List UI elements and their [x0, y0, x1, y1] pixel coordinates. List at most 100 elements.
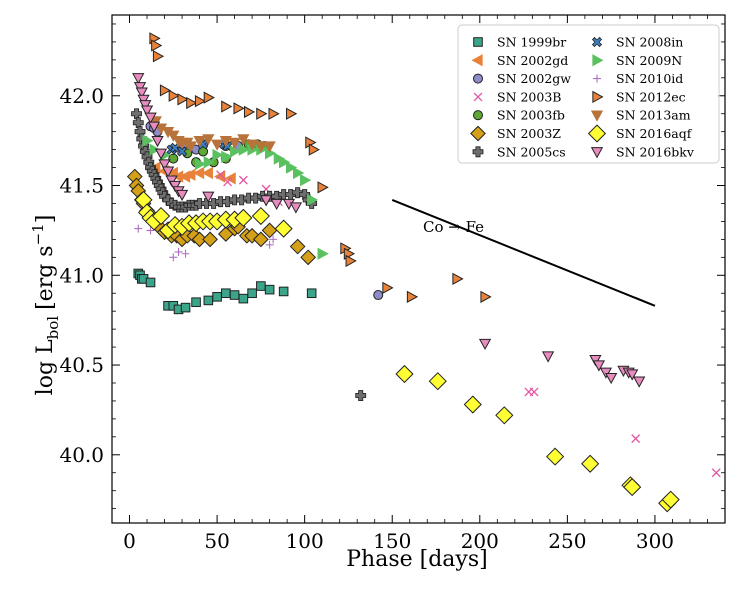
x-tick-labels: 0 50 100 150 200 250 300 [123, 529, 674, 553]
data-point [345, 254, 357, 268]
data-point [154, 148, 168, 160]
legend-label: SN 2009N [616, 53, 682, 68]
data-point [599, 367, 613, 379]
legend-item: SN 2012ec [592, 89, 686, 104]
data-points [126, 32, 721, 513]
data-point [274, 219, 293, 238]
data-point [221, 100, 233, 113]
data-point [212, 292, 222, 302]
legend-label: SN 2013am [616, 108, 691, 123]
data-point [631, 434, 641, 444]
y-axis-label: log Lbol [erg s−1] [29, 215, 62, 396]
legend-item: SN 2003B [473, 89, 561, 104]
legend-item: SN 2003Z [470, 125, 561, 142]
y-tick-label: 41.0 [59, 263, 104, 287]
legend-item: SN 2016bkv [590, 144, 695, 159]
data-point [308, 143, 320, 156]
legend-marker [590, 147, 604, 159]
data-point [495, 406, 514, 425]
data-point [245, 139, 259, 151]
data-point [147, 121, 161, 133]
legend-label: SN 2002gd [497, 53, 568, 68]
data-point [268, 107, 280, 120]
legend-marker [472, 110, 484, 121]
legend-marker [472, 73, 484, 84]
data-point [355, 390, 367, 401]
legend-marker [590, 110, 604, 122]
data-point [286, 161, 298, 174]
y-axis-label-units: [erg s [33, 245, 58, 310]
data-point [202, 191, 215, 203]
data-point [167, 130, 180, 142]
data-point [270, 198, 283, 211]
data-point [180, 302, 191, 313]
legend-marker [593, 74, 601, 83]
y-axis-label-main: log L [33, 339, 58, 395]
data-point [132, 117, 144, 129]
legend-label: SN 2002gw [497, 71, 571, 86]
x-tick-label: 0 [123, 529, 136, 553]
legend-label: SN 2003fb [497, 108, 565, 123]
legend-item: SN 2005cs [472, 144, 566, 159]
data-point [146, 226, 155, 235]
data-point [133, 82, 147, 94]
data-point [221, 150, 233, 163]
data-point [300, 174, 312, 187]
data-point [428, 372, 447, 391]
data-point [589, 355, 602, 367]
data-point [254, 141, 268, 153]
legend-item: SN 1999br [473, 35, 566, 50]
series-sn-1999br [133, 268, 317, 315]
plot-frame [111, 14, 726, 524]
data-point [253, 231, 269, 248]
data-point [243, 105, 256, 119]
data-point [478, 338, 492, 351]
x-tick-label: 150 [373, 529, 411, 553]
data-point [151, 206, 171, 226]
data-point [203, 91, 215, 104]
data-point [546, 447, 565, 466]
data-point [212, 148, 224, 162]
legend-item: SN 2013am [590, 108, 691, 123]
legend-item: SN 2009N [592, 53, 682, 68]
data-point [152, 50, 165, 63]
data-point [134, 224, 143, 233]
data-point [191, 297, 201, 308]
series-sn-2010id [134, 224, 278, 262]
data-point [210, 139, 224, 151]
data-point [202, 231, 218, 248]
data-point [137, 94, 150, 106]
y-axis-label-exp: −1 [29, 223, 47, 245]
data-point [238, 293, 249, 304]
data-point [139, 100, 152, 112]
data-point [711, 468, 721, 478]
data-point [463, 395, 482, 414]
y-axis-label-close: ] [33, 215, 58, 224]
legend-marker [473, 37, 483, 47]
data-point [300, 249, 317, 266]
data-point [317, 181, 329, 194]
x-tick-label: 100 [286, 529, 324, 553]
data-point [193, 136, 206, 148]
data-point [529, 387, 539, 397]
co-fe-decay-line [391, 198, 656, 307]
data-point [382, 281, 394, 294]
data-point [306, 288, 317, 299]
data-point [181, 249, 190, 258]
data-point [131, 108, 142, 120]
data-point [269, 235, 278, 244]
axis-ticks [111, 15, 726, 523]
data-point [289, 238, 306, 255]
data-point [203, 156, 215, 169]
data-point [373, 290, 384, 301]
legend-label: SN 2016bkv [616, 144, 695, 159]
data-point [176, 146, 188, 157]
data-point [452, 272, 464, 286]
data-point [144, 112, 157, 124]
data-point [201, 166, 213, 180]
data-point [203, 295, 214, 306]
x-axis-label: Phase [days] [346, 547, 487, 572]
data-point [251, 206, 270, 226]
legend-label: SN 2005cs [497, 144, 566, 159]
data-point [184, 141, 197, 153]
